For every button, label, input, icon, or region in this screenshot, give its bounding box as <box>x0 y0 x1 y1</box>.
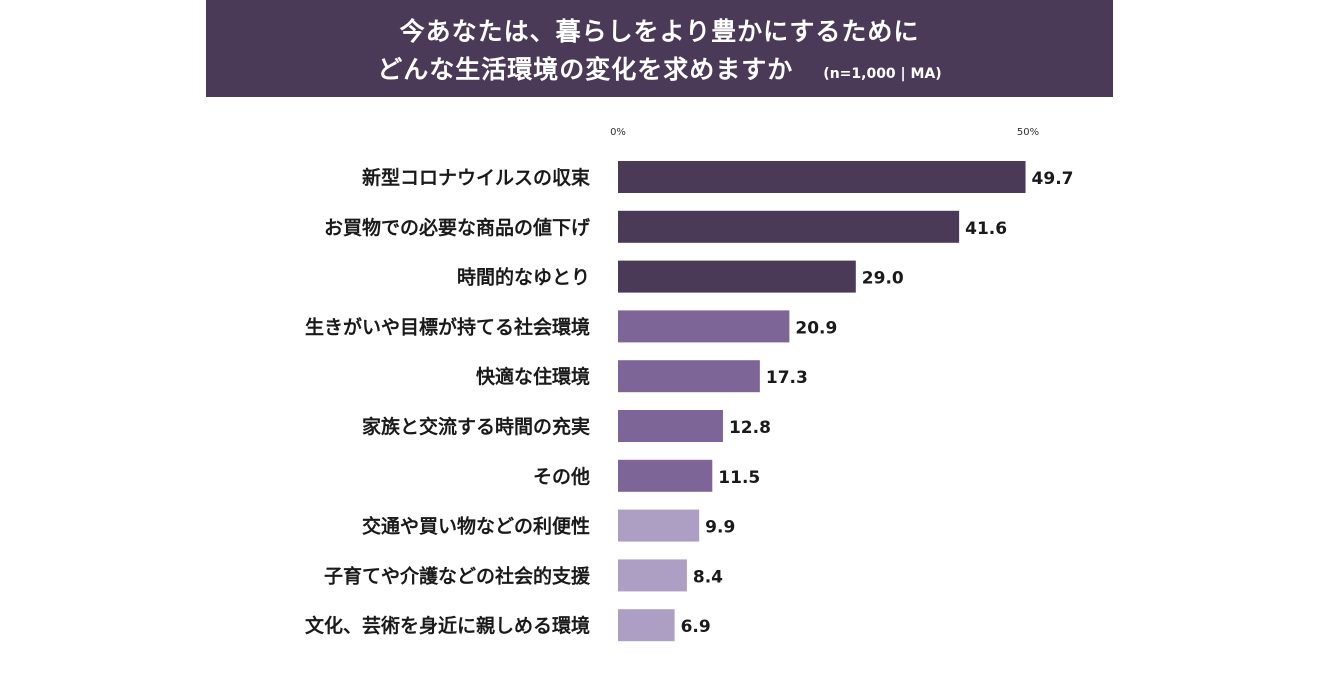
category-label: 新型コロナウイルスの収束 <box>362 166 591 189</box>
category-label: 文化、芸術を身近に親しめる環境 <box>305 614 590 637</box>
category-label: 子育てや介護などの社会的支援 <box>324 564 591 587</box>
bar <box>618 260 856 293</box>
value-label: 17.3 <box>766 368 808 388</box>
bar <box>618 210 960 243</box>
category-label: 生きがいや目標が持てる社会環境 <box>305 315 590 338</box>
value-label: 9.9 <box>705 518 735 538</box>
value-label: 29.0 <box>862 269 904 289</box>
bar <box>618 559 687 592</box>
value-label: 12.8 <box>729 418 771 438</box>
x-tick-label: 0% <box>610 127 626 138</box>
category-label: 家族と交流する時間の充実 <box>362 415 590 438</box>
category-label: 快適な住環境 <box>476 365 590 388</box>
value-label: 20.9 <box>795 318 837 338</box>
category-label: その他 <box>533 465 590 488</box>
bar <box>618 360 760 393</box>
value-label: 8.4 <box>693 567 723 587</box>
sample-size-note: (n=1,000 | MA) <box>823 66 942 82</box>
category-label: お買物での必要な商品の値下げ <box>324 216 591 239</box>
bar <box>618 459 713 492</box>
category-label: 時間的なゆとり <box>457 266 590 289</box>
bar <box>618 310 790 343</box>
chart-title-line2: どんな生活環境の変化を求めますか (n=1,000 | MA) <box>206 50 1113 86</box>
bar <box>618 609 675 642</box>
bar <box>618 509 700 542</box>
value-label: 41.6 <box>965 219 1007 239</box>
chart-title-line1: 今あなたは、暮らしをより豊かにするために <box>399 17 920 46</box>
value-label: 11.5 <box>718 468 760 488</box>
bar <box>618 410 723 442</box>
x-tick-label: 50% <box>1017 127 1039 138</box>
bar <box>618 161 1026 193</box>
title-banner: 今あなたは、暮らしをより豊かにするために どんな生活環境の変化を求めますか (n=… <box>206 0 1113 97</box>
value-label: 6.9 <box>681 617 711 637</box>
category-label: 交通や買い物などの利便性 <box>362 515 590 538</box>
chart-title-line2-text: どんな生活環境の変化を求めますか <box>377 55 794 84</box>
value-label: 49.7 <box>1032 169 1074 189</box>
